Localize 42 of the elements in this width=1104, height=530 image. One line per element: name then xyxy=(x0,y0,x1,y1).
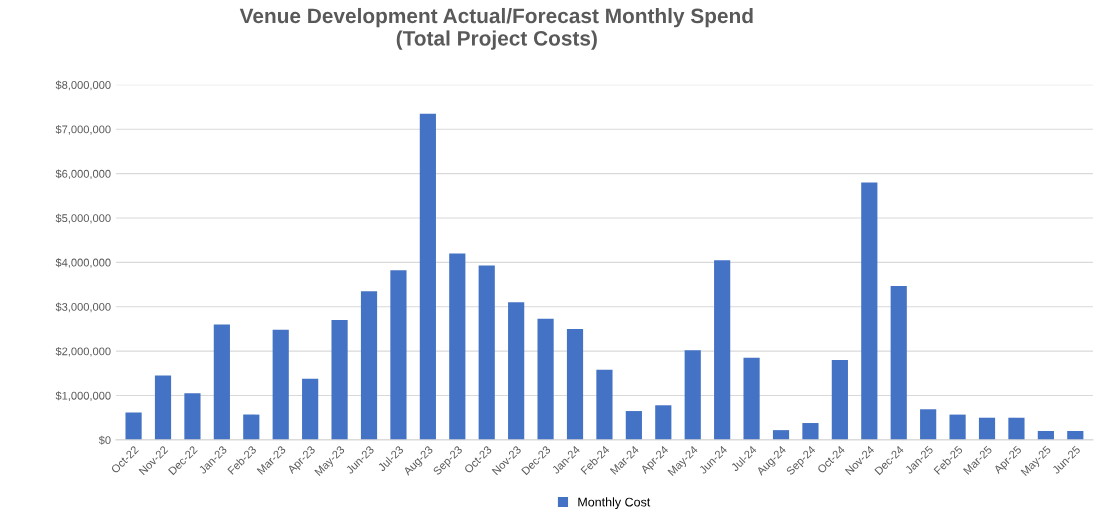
y-tick-label: $0 xyxy=(98,435,111,445)
y-tick-label: $3,000,000 xyxy=(55,302,111,313)
bar xyxy=(213,324,230,440)
bar xyxy=(802,423,819,440)
bar xyxy=(596,369,613,440)
y-tick-label: $2,000,000 xyxy=(55,346,111,357)
y-tick-label: $5,000,000 xyxy=(55,213,111,224)
bar xyxy=(272,329,289,440)
bar xyxy=(302,378,319,440)
chart-title: Venue Development Actual/Forecast Monthly Spend (Total Project Costs) xyxy=(239,7,753,50)
bar xyxy=(1008,417,1025,440)
bar xyxy=(714,260,731,440)
y-tick-label: $7,000,000 xyxy=(55,124,111,135)
bar xyxy=(655,405,672,440)
bar xyxy=(243,414,260,440)
bar xyxy=(743,357,760,440)
bar xyxy=(920,409,937,440)
bar xyxy=(449,253,466,440)
bar xyxy=(360,291,378,440)
bar xyxy=(949,414,966,440)
bar xyxy=(861,182,878,440)
bar xyxy=(508,302,525,440)
bar xyxy=(890,285,907,440)
bar xyxy=(478,265,495,440)
bar xyxy=(566,328,584,440)
bar xyxy=(390,270,407,440)
bar xyxy=(772,430,790,440)
bar xyxy=(684,350,701,440)
bar xyxy=(625,411,642,440)
bar xyxy=(978,417,996,440)
bar xyxy=(831,360,848,440)
bar xyxy=(331,320,348,440)
bar xyxy=(419,113,436,440)
bar xyxy=(184,393,201,440)
y-tick-label: $6,000,000 xyxy=(55,169,111,180)
legend-label: Monthly Cost xyxy=(578,497,651,509)
y-tick-label: $8,000,000 xyxy=(55,80,111,91)
bar xyxy=(154,375,172,440)
y-tick-label: $4,000,000 xyxy=(55,258,111,268)
bar xyxy=(537,318,554,440)
y-tick-label: $1,000,000 xyxy=(55,391,111,401)
bar xyxy=(125,412,142,440)
